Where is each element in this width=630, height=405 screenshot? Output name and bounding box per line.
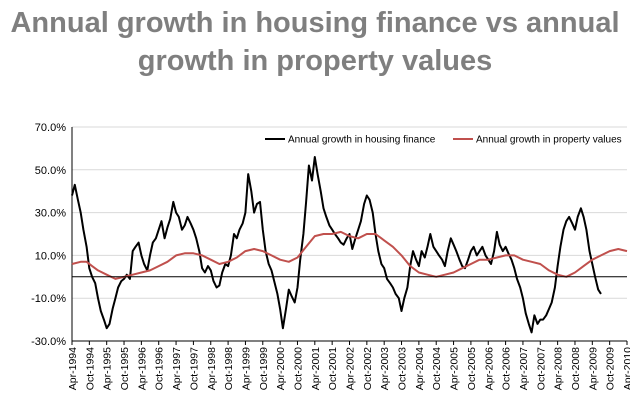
y-tick-label: -30.0% xyxy=(31,336,66,348)
x-tick-label: Apr-1998 xyxy=(206,347,218,390)
y-axis-tick-labels: 70.0% 50.0% 30.0% 10.0% -10.0% -30.0% xyxy=(31,122,66,348)
x-axis-tick-labels: Apr-1994 Oct-1994 Apr-1995 Oct-1995 Apr-1996… xyxy=(67,340,630,390)
x-tick-label: Apr-2003 xyxy=(379,347,391,390)
x-tick-label: Oct-1998 xyxy=(223,347,235,390)
series-line-property-values xyxy=(71,230,628,280)
legend-label: Annual growth in property values xyxy=(476,135,622,146)
y-tick-label: -10.0% xyxy=(31,293,66,305)
x-tick-label: Oct-2002 xyxy=(362,347,374,390)
legend-label: Annual growth in housing finance xyxy=(288,135,436,146)
x-tick-label: Apr-2008 xyxy=(553,347,565,390)
x-tick-label: Apr-1999 xyxy=(240,347,252,390)
x-tick-label: Apr-2005 xyxy=(449,347,461,390)
x-tick-label: Oct-1997 xyxy=(188,347,200,390)
x-tick-label: Oct-2008 xyxy=(570,347,582,390)
x-tick-label: Oct-1996 xyxy=(154,347,166,390)
x-tick-label: Oct-1994 xyxy=(84,347,96,390)
x-tick-label: Apr-1995 xyxy=(102,347,114,390)
x-tick-label: Apr-1996 xyxy=(136,347,148,390)
chart-title: Annual growth in housing finance vs annu… xyxy=(0,4,630,80)
x-tick-label: Apr-2006 xyxy=(483,347,495,390)
x-tick-label: Oct-2000 xyxy=(292,347,304,390)
x-tick-label: Oct-2005 xyxy=(466,347,478,390)
x-tick-label: Apr-2009 xyxy=(587,347,599,390)
x-tick-label: Oct-2003 xyxy=(397,347,409,390)
y-tick-label: 50.0% xyxy=(35,165,66,177)
series-line-housing-finance xyxy=(71,156,602,334)
x-tick-label: Apr-2000 xyxy=(275,347,287,390)
x-tick-label: Apr-1997 xyxy=(171,347,183,390)
y-tick-label: 70.0% xyxy=(35,122,66,134)
x-tick-label: Apr-1994 xyxy=(67,347,79,390)
y-tick-label: 10.0% xyxy=(35,250,66,262)
x-tick-label: Oct-2007 xyxy=(535,347,547,390)
x-tick-label: Oct-2004 xyxy=(431,347,443,390)
x-tick-label: Oct-1995 xyxy=(119,347,131,390)
x-tick-label: Oct-1999 xyxy=(258,347,270,390)
chart-title-line-2: growth in property values xyxy=(137,45,493,77)
chart-title-line-1: Annual growth in housing finance vs annu… xyxy=(10,7,620,39)
y-tick-label: 30.0% xyxy=(35,208,66,220)
x-tick-label: Apr-2007 xyxy=(518,347,530,390)
x-tick-label: Oct-2001 xyxy=(327,347,339,390)
x-tick-label: Oct-2006 xyxy=(501,347,513,390)
series-lines xyxy=(71,156,628,334)
x-tick-label: Apr-2004 xyxy=(414,347,426,390)
legend: Annual growth in housing finance Annual g… xyxy=(265,135,622,146)
x-tick-label: Apr-2001 xyxy=(310,347,322,390)
x-tick-label: Apr-2002 xyxy=(345,347,357,390)
x-tick-label: Apr-2010 xyxy=(622,347,630,390)
x-tick-label: Oct-2009 xyxy=(605,347,617,390)
